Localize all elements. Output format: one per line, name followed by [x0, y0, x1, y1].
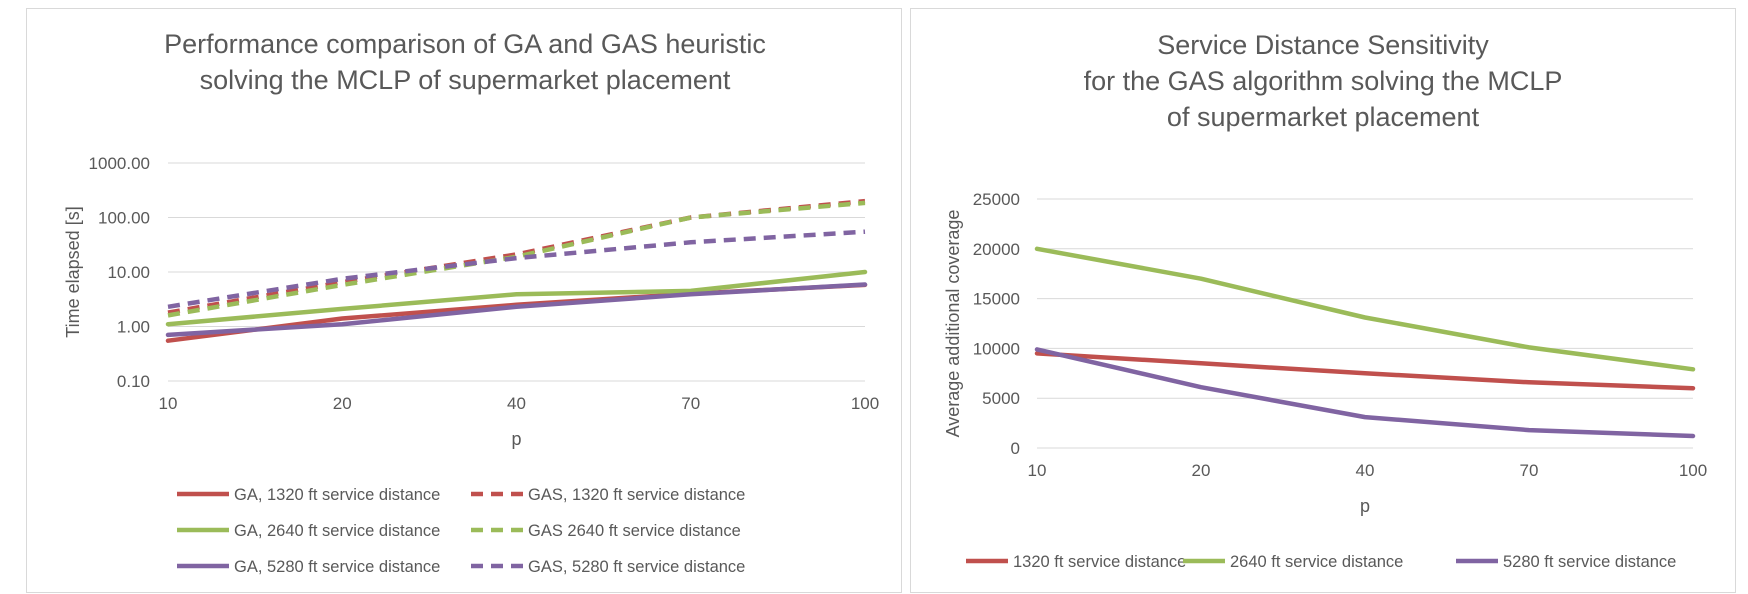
series-line [1034, 351, 1696, 391]
y-tick-label: 25000 [973, 190, 1020, 209]
x-tick-label: 70 [681, 394, 700, 413]
series-line [1034, 347, 1696, 439]
x-tick-label: 100 [1679, 461, 1707, 480]
x-tick-label: 10 [159, 394, 178, 413]
x-tick-label: 100 [851, 394, 879, 413]
x-axis-title: p [511, 429, 521, 449]
y-tick-label: 15000 [973, 290, 1020, 309]
legend-label: 5280 ft service distance [1503, 553, 1676, 571]
performance-chart: Performance comparison of GA and GAS heu… [63, 29, 879, 576]
series-line [165, 269, 868, 327]
chart-title-line: Performance comparison of GA and GAS heu… [164, 29, 766, 59]
y-axis-title: Average additional coverage [943, 210, 963, 438]
series-line [167, 229, 866, 310]
y-tick-label: 0.10 [117, 372, 150, 391]
legend-label: GA, 5280 ft service distance [234, 558, 440, 576]
y-tick-label: 0 [1011, 439, 1020, 458]
chart-title-line: of supermarket placement [1167, 102, 1480, 132]
legend-label: GAS 2640 ft service distance [528, 522, 741, 540]
y-tick-label: 5000 [982, 389, 1020, 408]
x-tick-label: 10 [1028, 461, 1047, 480]
series-line [167, 200, 866, 318]
sensitivity-chart: Service Distance Sensitivity for the GAS … [943, 30, 1707, 571]
series-line [165, 282, 868, 338]
x-tick-label: 70 [1520, 461, 1539, 480]
series-line [1034, 246, 1696, 372]
legend-label: GA, 2640 ft service distance [234, 522, 440, 540]
legend-label: GAS, 5280 ft service distance [528, 558, 745, 576]
y-tick-label: 1000.00 [89, 154, 150, 173]
y-tick-label: 10.00 [107, 263, 150, 282]
x-tick-label: 40 [1356, 461, 1375, 480]
x-tick-label: 20 [1192, 461, 1211, 480]
y-axis-title: Time elapsed [s] [63, 206, 83, 337]
legend-label: 1320 ft service distance [1013, 553, 1186, 571]
chart-title-line: solving the MCLP of supermarket placemen… [200, 65, 731, 95]
x-axis-title: p [1360, 496, 1370, 516]
chart-panel-performance: Performance comparison of GA and GAS heu… [26, 8, 902, 593]
chart-panel-sensitivity: Service Distance Sensitivity for the GAS … [910, 8, 1736, 593]
legend-label: GAS, 1320 ft service distance [528, 486, 745, 504]
legend-label: GA, 1320 ft service distance [234, 486, 440, 504]
legend-label: 2640 ft service distance [1230, 553, 1403, 571]
chart-title-line: Service Distance Sensitivity [1157, 30, 1489, 60]
y-tick-label: 10000 [973, 339, 1020, 358]
y-tick-label: 20000 [973, 240, 1020, 259]
y-tick-label: 100.00 [98, 209, 150, 228]
chart-title-line: for the GAS algorithm solving the MCLP [1084, 66, 1563, 96]
x-tick-label: 40 [507, 394, 526, 413]
x-tick-label: 20 [333, 394, 352, 413]
y-tick-label: 1.00 [117, 318, 150, 337]
